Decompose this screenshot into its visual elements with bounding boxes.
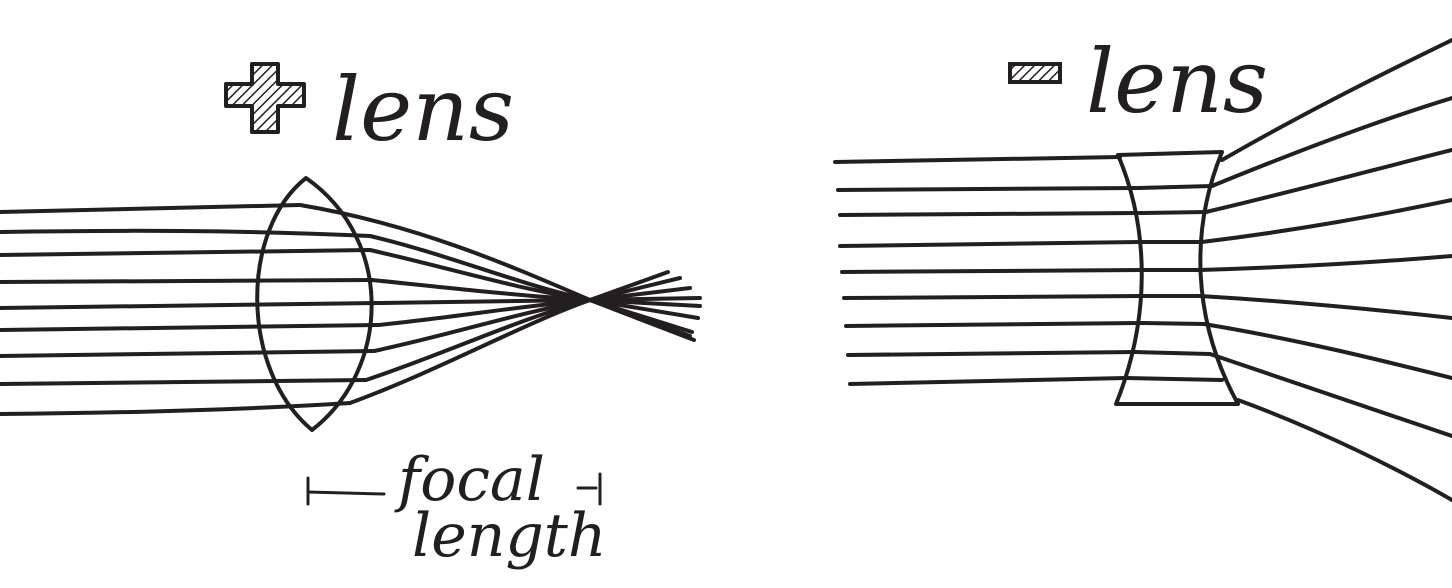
diverging-refracted-rays xyxy=(1198,38,1452,502)
focal-length-marker xyxy=(306,472,602,506)
plus-hatched-icon xyxy=(224,62,306,134)
diverging-inner-lines xyxy=(1124,184,1224,382)
converging-lens-figure: lens focal length xyxy=(0,58,702,571)
converging-refracted-rays xyxy=(298,203,702,405)
converging-incoming-rays xyxy=(0,203,380,416)
diverging-incoming-rays xyxy=(833,155,1144,386)
focal-length-label-line2: length xyxy=(412,501,607,571)
focal-length-label-line1: focal xyxy=(394,445,545,515)
converging-lens-title: lens xyxy=(332,58,514,161)
diverging-lens-figure: lens xyxy=(833,30,1452,502)
minus-hatched-icon xyxy=(1008,62,1062,84)
concave-lens-shape xyxy=(1114,150,1240,406)
diverging-lens-title: lens xyxy=(1086,30,1268,133)
convex-lens-shape xyxy=(255,176,374,432)
